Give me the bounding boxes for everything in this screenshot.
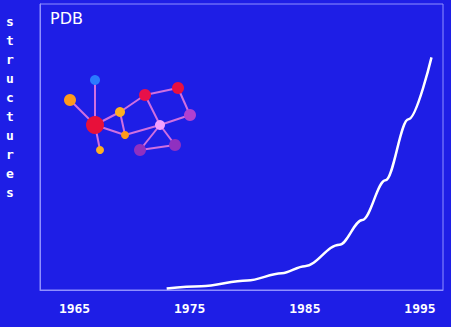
svg-text:1975: 1975 [174,301,205,316]
svg-text:1985: 1985 [289,301,320,316]
svg-text:u: u [6,128,14,143]
svg-text:1965: 1965 [59,301,90,316]
svg-text:c: c [6,90,14,105]
svg-text:u: u [6,71,14,86]
svg-text:r: r [6,147,14,162]
svg-text:s: s [6,14,14,29]
svg-text:e: e [6,166,14,181]
svg-text:s: s [6,185,14,200]
svg-text:r: r [6,52,14,67]
svg-text:t: t [6,33,14,48]
svg-text:PDB: PDB [50,9,83,28]
svg-text:t: t [6,109,14,124]
svg-text:1995: 1995 [404,301,435,316]
